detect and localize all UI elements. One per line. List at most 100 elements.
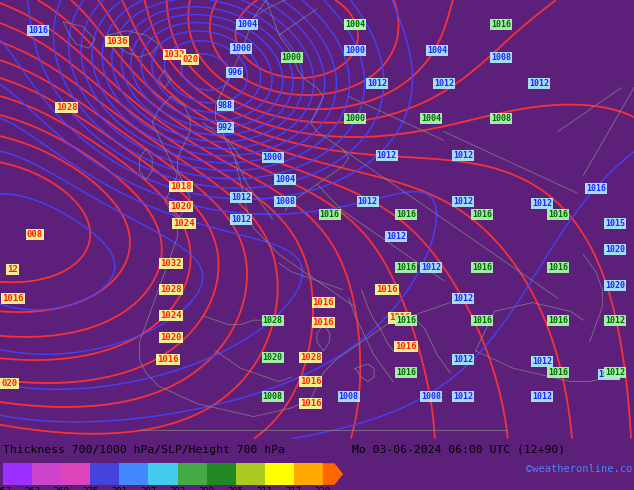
Text: 1012: 1012 bbox=[358, 197, 378, 206]
Text: 1012: 1012 bbox=[605, 368, 625, 377]
Text: 020: 020 bbox=[182, 55, 198, 64]
Text: 1012: 1012 bbox=[421, 263, 441, 272]
Text: 1012: 1012 bbox=[386, 232, 406, 241]
Text: 1016: 1016 bbox=[2, 294, 23, 303]
Bar bbox=[236, 463, 265, 485]
Text: 1020: 1020 bbox=[262, 353, 283, 362]
Text: 1016: 1016 bbox=[396, 316, 416, 325]
Text: 1018: 1018 bbox=[170, 182, 191, 191]
Text: 1016: 1016 bbox=[491, 20, 511, 28]
Text: 1000: 1000 bbox=[231, 44, 251, 53]
Text: 1016: 1016 bbox=[28, 26, 48, 35]
Text: 1000: 1000 bbox=[281, 52, 302, 62]
Text: 1028: 1028 bbox=[300, 353, 321, 362]
Text: 320: 320 bbox=[314, 488, 331, 490]
FancyArrow shape bbox=[3, 463, 15, 485]
Bar bbox=[207, 463, 236, 485]
Bar bbox=[32, 463, 61, 485]
Text: 1016: 1016 bbox=[396, 263, 416, 272]
Text: 1012: 1012 bbox=[605, 316, 625, 325]
Text: 1016: 1016 bbox=[313, 298, 334, 307]
Text: 1008: 1008 bbox=[262, 392, 283, 401]
Text: 311: 311 bbox=[257, 488, 273, 490]
Text: 1032: 1032 bbox=[164, 50, 185, 59]
Text: 1016: 1016 bbox=[300, 399, 321, 408]
Text: 1016: 1016 bbox=[548, 316, 568, 325]
Text: 1028: 1028 bbox=[262, 316, 283, 325]
Text: 1012: 1012 bbox=[453, 197, 473, 206]
Text: 1016: 1016 bbox=[472, 210, 492, 220]
Text: 1016: 1016 bbox=[472, 316, 492, 325]
Text: 1016: 1016 bbox=[548, 263, 568, 272]
Text: 1020: 1020 bbox=[160, 333, 182, 342]
Bar bbox=[294, 463, 323, 485]
Text: 1016: 1016 bbox=[586, 184, 606, 193]
Text: 1004: 1004 bbox=[427, 46, 448, 55]
Bar bbox=[178, 463, 207, 485]
Text: 1016: 1016 bbox=[313, 318, 334, 327]
Text: 1012: 1012 bbox=[529, 79, 549, 88]
Text: 1004: 1004 bbox=[345, 20, 365, 28]
Text: 1020: 1020 bbox=[598, 370, 619, 379]
Text: 12: 12 bbox=[8, 265, 18, 274]
FancyArrow shape bbox=[323, 463, 343, 485]
Text: 1000: 1000 bbox=[262, 153, 283, 162]
Bar bbox=[91, 463, 119, 485]
Text: 008: 008 bbox=[27, 230, 43, 239]
Text: 281: 281 bbox=[112, 488, 127, 490]
Text: 1024: 1024 bbox=[173, 219, 195, 228]
Text: 1000: 1000 bbox=[345, 46, 365, 55]
Text: 1004: 1004 bbox=[275, 175, 295, 184]
Text: 996: 996 bbox=[227, 68, 242, 77]
Text: 020: 020 bbox=[1, 379, 18, 388]
Text: 1012: 1012 bbox=[377, 151, 397, 160]
Text: 299: 299 bbox=[198, 488, 215, 490]
Text: 1008: 1008 bbox=[275, 197, 295, 206]
Text: 1016: 1016 bbox=[396, 210, 416, 220]
Text: 1008: 1008 bbox=[421, 392, 441, 401]
Text: 1016: 1016 bbox=[396, 368, 416, 377]
Text: 287: 287 bbox=[140, 488, 157, 490]
Text: 1036: 1036 bbox=[107, 37, 128, 46]
Text: 1012: 1012 bbox=[367, 79, 387, 88]
Bar bbox=[119, 463, 148, 485]
Text: 1008: 1008 bbox=[491, 114, 511, 123]
Text: Mo 03-06-2024 06:00 UTC (12+90): Mo 03-06-2024 06:00 UTC (12+90) bbox=[352, 445, 565, 455]
Text: 1032: 1032 bbox=[160, 259, 182, 268]
Text: 305: 305 bbox=[228, 488, 243, 490]
Bar bbox=[61, 463, 91, 485]
Text: 1020: 1020 bbox=[605, 245, 625, 254]
Text: 1008: 1008 bbox=[339, 392, 359, 401]
Bar bbox=[265, 463, 294, 485]
Text: 1016: 1016 bbox=[376, 285, 398, 294]
Text: 269: 269 bbox=[53, 488, 69, 490]
Text: 1004: 1004 bbox=[345, 20, 365, 28]
Text: 988: 988 bbox=[217, 101, 233, 110]
Bar bbox=[3, 463, 32, 485]
Text: 1012: 1012 bbox=[453, 355, 473, 364]
Text: 1016: 1016 bbox=[472, 263, 492, 272]
Text: 293: 293 bbox=[169, 488, 186, 490]
Text: 1024: 1024 bbox=[160, 311, 182, 320]
Text: 1008: 1008 bbox=[491, 52, 511, 62]
Text: 1016: 1016 bbox=[157, 355, 179, 364]
Text: 1012: 1012 bbox=[532, 357, 552, 367]
Text: 1020: 1020 bbox=[605, 281, 625, 290]
Text: 1012: 1012 bbox=[453, 151, 473, 160]
Text: 1012: 1012 bbox=[231, 215, 251, 224]
Text: 1012: 1012 bbox=[453, 294, 473, 303]
Text: 1012: 1012 bbox=[231, 193, 251, 202]
Text: 1016: 1016 bbox=[389, 314, 410, 322]
Text: 257: 257 bbox=[0, 488, 11, 490]
Text: 1016: 1016 bbox=[300, 377, 321, 386]
Text: 992: 992 bbox=[217, 122, 233, 132]
Text: 1012: 1012 bbox=[532, 199, 552, 208]
Text: 1012: 1012 bbox=[532, 392, 552, 401]
Text: 1028: 1028 bbox=[160, 285, 182, 294]
Text: 275: 275 bbox=[82, 488, 98, 490]
Text: 1012: 1012 bbox=[453, 392, 473, 401]
Bar bbox=[148, 463, 178, 485]
Text: 1012: 1012 bbox=[434, 79, 454, 88]
Text: 1004: 1004 bbox=[237, 20, 257, 28]
Text: 1016: 1016 bbox=[395, 342, 417, 351]
